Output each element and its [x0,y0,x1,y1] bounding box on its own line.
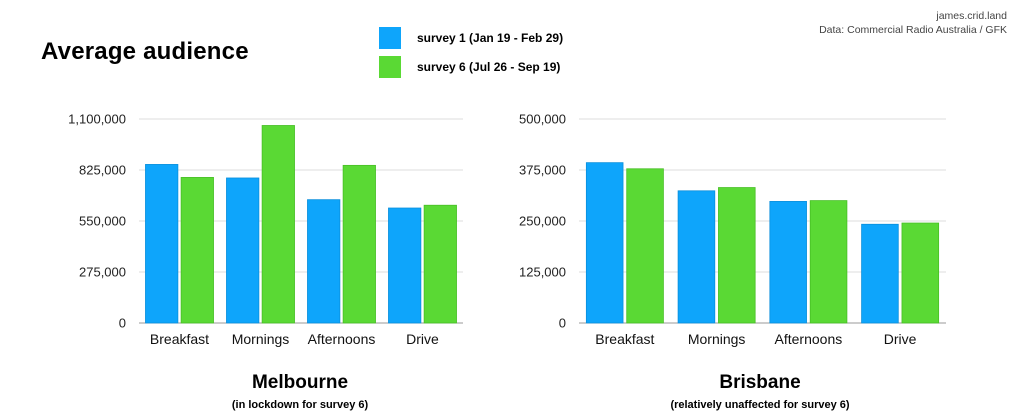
bar-drive-survey-6 [901,222,940,324]
melbourne-subtitle: (in lockdown for survey 6) [231,399,369,411]
legend-swatch-survey-1 [379,26,401,49]
brisbane-subtitle: (relatively unaffected for survey 6) [670,399,850,411]
brisbane-title: Brisbane [719,372,801,393]
y-tick-label: 550,000 [79,214,126,229]
y-tick-label: 1,100,000 [68,112,126,127]
credit-author: james.crid.land [936,10,1007,22]
bar-mornings-survey-1 [226,177,260,324]
bar-breakfast-survey-1 [585,162,624,324]
x-tick-label: Drive [884,331,917,347]
credit: james.crid.land Data: Commercial Radio A… [819,9,1007,37]
y-tick-label: 275,000 [79,265,126,280]
y-tick-label: 825,000 [79,163,126,178]
chart-title: Average audience [41,38,249,65]
legend: survey 1 (Jan 19 - Feb 29) survey 6 (Jul… [379,26,563,84]
x-tick-label: Afternoons [775,331,843,347]
x-tick-label: Mornings [232,331,290,347]
y-tick-label: 375,000 [519,163,566,178]
bar-breakfast-survey-6 [626,168,664,324]
bar-afternoons-survey-6 [342,164,376,324]
bar-mornings-survey-1 [677,190,716,324]
bar-drive-survey-1 [388,207,422,324]
bar-drive-survey-1 [861,223,899,324]
melbourne-title: Melbourne [251,372,349,393]
y-tick-label: 500,000 [519,112,566,127]
bar-mornings-survey-6 [718,187,756,324]
bar-breakfast-survey-1 [145,164,179,324]
y-tick-label: 125,000 [519,265,566,280]
y-tick-label: 0 [119,316,126,331]
melbourne-chart: 0 275,000 550,000 825,000 1,100,000 Breakfast… [68,112,463,347]
x-tick-label: Afternoons [308,331,376,347]
legend-item-survey-1: survey 1 (Jan 19 - Feb 29) [379,26,563,49]
legend-item-survey-6: survey 6 (Jul 26 - Sep 19) [379,55,563,78]
bar-breakfast-survey-6 [180,177,214,324]
bar-afternoons-survey-6 [809,200,848,324]
bar-afternoons-survey-1 [307,199,341,324]
x-tick-label: Drive [406,331,439,347]
credit-source: Data: Commercial Radio Australia / GFK [819,24,1007,36]
x-tick-label: Breakfast [150,331,209,347]
legend-swatch-survey-6 [379,55,401,78]
brisbane-chart: 0 125,000 250,000 375,000 500,000 Breakfast Mo… [519,112,946,347]
y-tick-label: 250,000 [519,214,566,229]
x-tick-label: Mornings [688,331,746,347]
bar-mornings-survey-6 [261,125,295,324]
legend-label-survey-6: survey 6 (Jul 26 - Sep 19) [417,59,561,74]
x-tick-label: Breakfast [595,331,654,347]
y-tick-label: 0 [559,316,566,331]
legend-label-survey-1: survey 1 (Jan 19 - Feb 29) [417,30,564,45]
bar-drive-survey-6 [423,204,457,324]
bar-afternoons-survey-1 [769,201,807,324]
